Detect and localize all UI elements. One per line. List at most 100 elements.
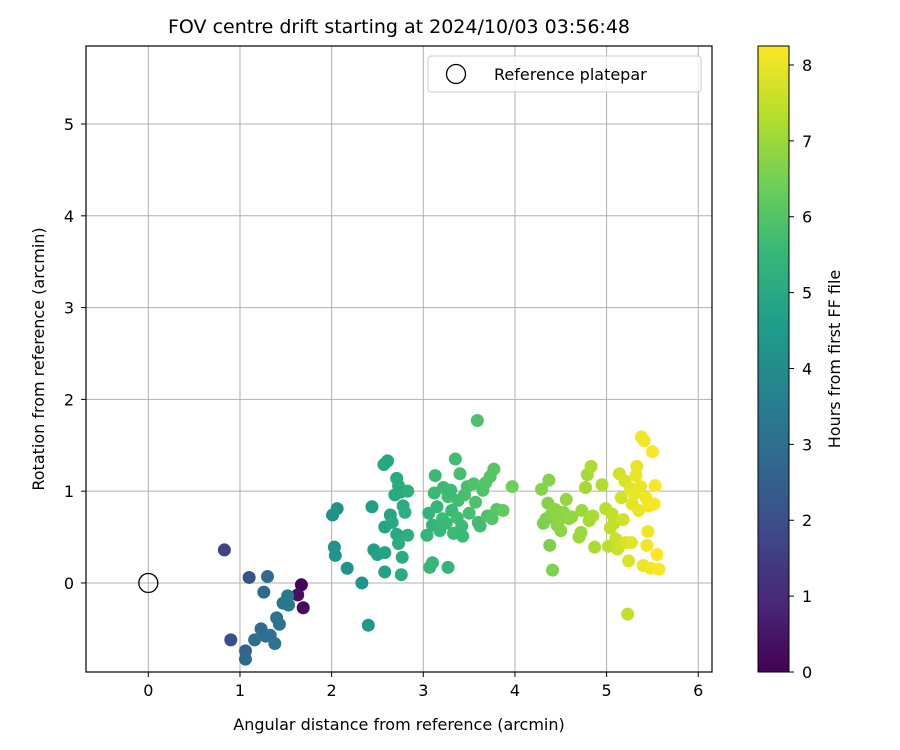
colorbar-tick-label: 1 [802,587,812,606]
data-point [469,495,483,509]
data-point [242,570,256,584]
data-point [473,519,487,533]
data-point [257,585,271,599]
legend-marker-icon [445,63,467,85]
data-point [296,601,310,615]
data-point [238,652,252,666]
data-point [640,538,654,552]
x-tick-label: 0 [143,681,153,700]
data-point [487,462,501,476]
y-tick-label: 3 [64,299,74,318]
data-point [614,491,628,505]
data-point [579,481,593,495]
y-axis: 0 1 2 3 4 5 [64,115,86,593]
data-point [554,524,568,538]
data-point [217,543,231,557]
data-point [616,513,630,527]
data-point [248,633,262,647]
data-point [282,598,296,612]
data-point [398,505,412,519]
data-point [565,510,579,524]
data-point [542,473,556,487]
y-tick-label: 0 [64,574,74,593]
y-tick-label: 4 [64,207,74,226]
data-point [648,479,662,493]
data-point [430,500,444,514]
colorbar-bar [757,45,790,673]
x-axis-label: Angular distance from reference (arcmin) [233,715,564,734]
data-point [394,568,408,582]
data-point [381,454,395,468]
data-point [448,452,462,466]
data-point [361,618,375,632]
data-point [444,483,458,497]
x-tick-label: 2 [327,681,337,700]
data-point [624,536,638,550]
legend-entry-reference: Reference platepar [494,65,647,84]
data-point [291,588,305,602]
legend: Reference platepar [427,55,702,93]
colorbar-tick-label: 8 [802,56,812,75]
x-tick-label: 5 [602,681,612,700]
y-axis-label: Rotation from reference (arcmin) [29,227,48,490]
data-point [328,548,342,562]
data-point [441,560,455,574]
colorbar: 0 1 2 3 4 5 6 7 8 Hours from first FF file [757,45,844,682]
data-point [340,561,354,575]
x-axis: 0 1 2 3 4 5 6 [143,672,703,700]
data-point [622,554,636,568]
y-tick-label: 1 [64,482,74,501]
data-point [355,576,369,590]
data-point [428,469,442,483]
data-point [456,529,470,543]
data-point [268,637,282,651]
data-point [641,525,655,539]
data-point [365,500,379,514]
data-point [294,578,308,592]
data-point [453,467,467,481]
data-point [439,516,453,530]
colorbar-ticks: 0 1 2 3 4 5 6 7 8 [789,56,812,682]
data-point [467,477,481,491]
plot-frame [85,45,713,673]
data-point [630,459,644,473]
data-point [260,570,274,584]
data-point [559,492,573,506]
data-point [609,532,623,546]
data-point [546,563,560,577]
grid-lines [86,46,712,672]
chart-title: FOV centre drift starting at 2024/10/03 … [168,16,630,38]
colorbar-tick-label: 6 [802,208,812,227]
colorbar-tick-label: 3 [802,435,812,454]
data-point [401,528,415,542]
data-point [586,509,600,523]
data-point [272,617,286,631]
data-point [637,434,651,448]
data-point [505,480,519,494]
data-point [470,413,484,427]
x-tick-label: 3 [418,681,428,700]
colorbar-tick-label: 4 [802,359,812,378]
data-point [645,445,659,459]
data-point [330,502,344,516]
data-point [462,506,476,520]
data-point [420,528,434,542]
data-point [425,556,439,570]
data-point [392,536,406,550]
data-point [575,503,589,517]
colorbar-tick-label: 2 [802,511,812,530]
colorbar-label: Hours from first FF file [825,270,844,449]
colorbar-tick-label: 7 [802,132,812,151]
data-point [535,482,549,496]
y-tick-label: 5 [64,115,74,134]
data-point [574,525,588,539]
data-point [385,515,399,529]
data-point [224,633,238,647]
data-point [650,548,664,562]
reference-platepar-marker [138,572,159,594]
data-point [543,538,557,552]
y-tick-label: 2 [64,390,74,409]
legend-box [427,55,702,93]
data-point [401,484,415,498]
